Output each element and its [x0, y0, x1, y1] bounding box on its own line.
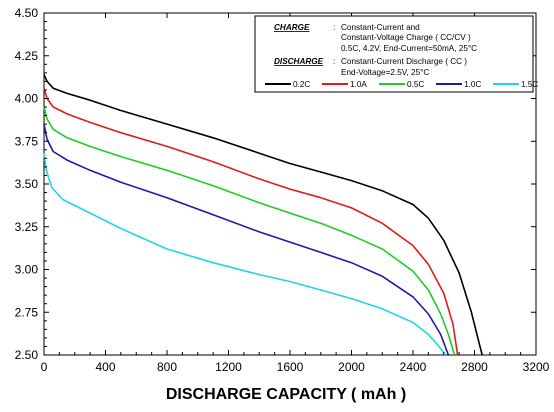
y-tick-label: 3.00: [15, 263, 39, 277]
y-tick-label: 3.25: [15, 220, 39, 234]
x-tick-label: 1200: [215, 360, 242, 374]
discharge-line-2: End-Voltage=2.5V, 25°C: [341, 68, 429, 77]
x-tick-label: 2000: [338, 360, 365, 374]
charge-line-1: Constant-Current and: [341, 23, 420, 32]
legend-label: 0.5C: [407, 80, 424, 89]
legend-box: CHARGE : Constant-Current and Constant-V…: [254, 15, 538, 93]
y-tick-label: 3.75: [15, 134, 39, 148]
axis-label-layer: DISCHARGE CAPACITY ( mAh ): [166, 386, 406, 403]
legend-label: 0.2C: [293, 80, 310, 89]
y-tick-label: 4.25: [15, 49, 39, 63]
charge-line-2: Constant-Voltage Charge ( CC/CV ): [341, 33, 471, 42]
x-axis-label: DISCHARGE CAPACITY ( mAh ): [166, 386, 406, 403]
x-tick-label: 400: [95, 360, 115, 374]
y-tick-label: 3.50: [15, 177, 39, 191]
legend-frame: [254, 15, 534, 93]
charge-heading: CHARGE: [274, 23, 310, 32]
legend-label: 1.5C: [521, 80, 538, 89]
series-line-1-0a: [43, 87, 459, 356]
y-tick-label: 2.50: [15, 348, 39, 362]
y-tick-label: 4.00: [15, 92, 39, 106]
legend-entries: 0.2C 1.0A 0.5C 1.0C 1.5C: [265, 80, 538, 89]
x-tick-label: 2800: [461, 360, 488, 374]
legend-label: 1.0C: [464, 80, 481, 89]
y-tick-label: 4.50: [15, 6, 39, 20]
discharge-line-1: Constant-Current Discharge ( CC ): [341, 57, 467, 66]
discharge-separator: :: [333, 57, 335, 66]
series-line-0-5c: [43, 106, 456, 356]
discharge-heading: DISCHARGE: [274, 57, 324, 66]
legend-label: 1.0A: [350, 80, 367, 89]
x-tick-label: 800: [157, 360, 177, 374]
tick-layer: 0 400 800 1200 1600 2000 2400 2800 3200 2.50 2.75 3…: [15, 6, 550, 374]
series-layer: [43, 74, 483, 356]
y-tick-label: 2.75: [15, 305, 39, 319]
charge-line-3: 0.5C, 4.2V, End-Current=50mA, 25°C: [341, 44, 477, 53]
charge-separator: :: [333, 23, 335, 32]
x-tick-label: 2400: [400, 360, 427, 374]
series-line-1-0c: [43, 123, 450, 356]
series-line-1-5c: [43, 153, 446, 356]
series-line-0-2c: [43, 74, 483, 356]
x-tick-label: 3200: [523, 360, 550, 374]
x-tick-label: 0: [41, 360, 48, 374]
x-tick-label: 1600: [277, 360, 304, 374]
